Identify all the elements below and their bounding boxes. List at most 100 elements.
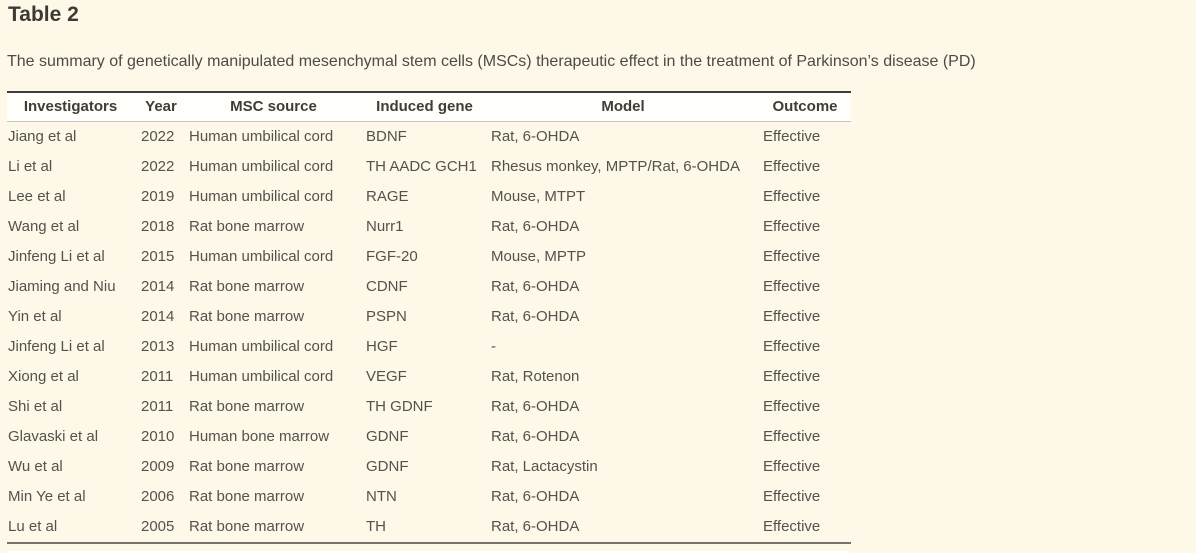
table-cell: Effective [763, 398, 821, 415]
table-row: Lee et al 2019 Human umbilical cord RAGE Mou… [7, 182, 851, 212]
table-cell: Human umbilical cord [189, 128, 334, 145]
table-cell: TH [366, 518, 386, 535]
table-cell: RAGE [366, 188, 409, 205]
column-header: Investigators [23, 98, 118, 115]
table-cell: Effective [763, 128, 821, 145]
table-cell: 2009 [141, 458, 175, 475]
table-cell: - [491, 338, 496, 355]
table-cell: 2022 [141, 158, 175, 175]
table-cell: 2005 [141, 518, 175, 535]
table-caption: The summary of genetically manipulated m… [7, 53, 976, 70]
table-cell: FGF-20 [366, 248, 418, 265]
table-cell: Effective [763, 158, 821, 175]
table-cell: Glavaski et al [8, 428, 99, 445]
table-cell: HGF [366, 338, 398, 355]
table-cell: BDNF [366, 128, 407, 145]
table-row: Wu et al 2009 Rat bone marrow GDNF Rat, Lact… [7, 452, 851, 482]
table-cell: Human umbilical cord [189, 248, 334, 265]
table-cell: 2014 [141, 278, 175, 295]
table-cell: Rat bone marrow [189, 518, 305, 535]
table-cell: Shi et al [8, 398, 63, 415]
table-cell: Effective [763, 428, 821, 445]
table-cell: Jinfeng Li et al [8, 338, 105, 355]
table-cell: Yin et al [8, 308, 62, 325]
table-cell: 2010 [141, 428, 175, 445]
table-cell: Rat bone marrow [189, 308, 305, 325]
table-cell: CDNF [366, 278, 408, 295]
table-cell: Human bone marrow [189, 428, 330, 445]
table-cell: Xiong et al [8, 368, 79, 385]
table-cell: Effective [763, 488, 821, 505]
table-cell: Mouse, MTPT [491, 188, 586, 205]
table-row: Jiaming and Niu 2014 Rat bone marrow CDNF Ra… [7, 272, 851, 302]
table-cell: Effective [763, 248, 821, 265]
column-header: Induced gene [376, 98, 473, 115]
table-header-row: Investigators Year MSC source Induced gene M… [7, 92, 851, 122]
table-cell: Rat, 6-OHDA [491, 218, 580, 235]
table-cell: Lu et al [8, 518, 58, 535]
table-cell: Rat bone marrow [189, 278, 305, 295]
table-head: Investigators Year MSC source Induced gene M… [7, 92, 851, 122]
table-row: Lu et al 2005 Rat bone marrow TH Rat, 6-OHDA… [7, 512, 851, 543]
table-row: Yin et al 2014 Rat bone marrow PSPN Rat, 6-O… [7, 302, 851, 332]
table-cell: Effective [763, 278, 821, 295]
table-row: Xiong et al 2011 Human umbilical cord VEGF R… [7, 362, 851, 392]
column-header: Outcome [772, 98, 838, 115]
table-cell: Human umbilical cord [189, 338, 334, 355]
table-row: Jiang et al 2022 Human umbilical cord BDNF R… [7, 122, 851, 153]
table-cell: Human umbilical cord [189, 368, 334, 385]
table-cell: Rat, 6-OHDA [491, 398, 580, 415]
table-cell: Rat bone marrow [189, 458, 305, 475]
table-cell: Rat, 6-OHDA [491, 488, 580, 505]
table-cell: Effective [763, 518, 821, 535]
table-cell: Jiang et al [8, 128, 77, 145]
table-cell: PSPN [366, 308, 407, 325]
table-cell: 2014 [141, 308, 175, 325]
table-cell: TH GDNF [366, 398, 433, 415]
table-cell: Effective [763, 188, 821, 205]
table-title: Table 2 [8, 3, 79, 26]
table-cell: NTN [366, 488, 397, 505]
table-cell: Rat bone marrow [189, 488, 305, 505]
table-row: Min Ye et al 2006 Rat bone marrow NTN Rat, 6… [7, 482, 851, 512]
table-cell: Rat, Rotenon [491, 368, 580, 385]
table-row: Shi et al 2011 Rat bone marrow TH GDNF Rat, … [7, 392, 851, 422]
table-cell: Wang et al [8, 218, 80, 235]
table-cell: Rat bone marrow [189, 218, 305, 235]
table-cell: GDNF [366, 458, 409, 475]
table-cell: Human umbilical cord [189, 158, 334, 175]
table-cell: Jinfeng Li et al [8, 248, 105, 265]
table-cell: Effective [763, 368, 821, 385]
column-header: MSC source [230, 98, 317, 115]
table-cell: Rhesus monkey, MPTP/Rat, 6-OHDA [491, 158, 740, 175]
table-cell: TH AADC GCH1 [366, 158, 477, 175]
table-cell: 2011 [141, 398, 174, 415]
table-cell: Li et al [8, 158, 53, 175]
table-cell: 2015 [141, 248, 175, 265]
summary-table: Investigators Year MSC source Induced gene M… [7, 91, 851, 544]
table-row: Li et al 2022 Human umbilical cord TH AADC … [7, 152, 851, 182]
table-body: Jiang et al 2022 Human umbilical cord BDNF R… [7, 122, 851, 543]
table-row: Jinfeng Li et al 2015 Human umbilical cord… [7, 242, 851, 272]
table-cell: Min Ye et al [8, 488, 86, 505]
table-cell: 2011 [141, 368, 174, 385]
table-cell: Rat bone marrow [189, 398, 305, 415]
table-cell: Effective [763, 338, 821, 355]
table-cell: Human umbilical cord [189, 188, 334, 205]
table-cell: 2022 [141, 128, 175, 145]
table-row: Wang et al 2018 Rat bone marrow Nurr1 Rat, 6… [7, 212, 851, 242]
table-row: Jinfeng Li et al 2013 Human umbilical cord… [7, 332, 851, 362]
table-cell: Effective [763, 218, 821, 235]
table-row: Glavaski et al 2010 Human bone marrow GDNF R… [7, 422, 851, 452]
table-cell: 2018 [141, 218, 175, 235]
table-cell: VEGF [366, 368, 407, 385]
table-cell: Rat, 6-OHDA [491, 428, 580, 445]
table-cell: Lee et al [8, 188, 66, 205]
table-cell: Rat, 6-OHDA [491, 128, 580, 145]
column-header: Year [145, 98, 177, 115]
table-cell: Jiaming and Niu [8, 278, 116, 295]
table-cell: Rat, 6-OHDA [491, 518, 580, 535]
table-cell: 2019 [141, 188, 175, 205]
table-cell: Wu et al [8, 458, 63, 475]
